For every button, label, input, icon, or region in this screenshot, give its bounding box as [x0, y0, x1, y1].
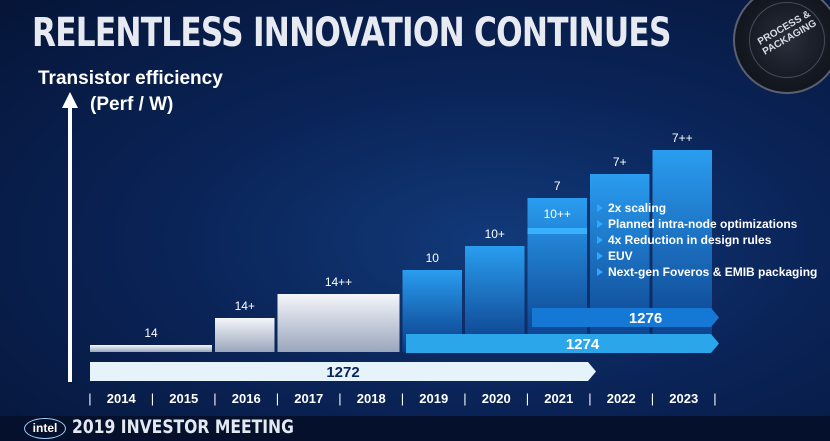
year-label: 2018	[357, 391, 386, 406]
node-label: 10	[426, 251, 440, 265]
year-separator: |	[88, 391, 91, 406]
feature-item: Planned intra-node optimizations	[596, 216, 817, 232]
node-bar-14+	[215, 318, 275, 352]
year-label: 2015	[169, 391, 198, 406]
node-label: 7++	[672, 131, 693, 145]
intel-logo: intel	[24, 418, 66, 439]
year-separator: |	[713, 391, 716, 406]
roadmap-arrow-1274	[406, 334, 719, 353]
year-separator: |	[338, 391, 341, 406]
y-axis-title: Transistor efficiency (Perf / W)	[38, 66, 223, 118]
year-separator: |	[463, 391, 466, 406]
year-separator: |	[276, 391, 279, 406]
node-label: 7+	[613, 155, 627, 169]
node-label: 14	[144, 326, 158, 340]
node-bar-14	[90, 345, 212, 352]
node-label: 10+	[485, 227, 505, 241]
event-title: 2019 INVESTOR MEETING	[72, 416, 294, 438]
page-title: RELENTLESS INNOVATION CONTINUES	[32, 10, 671, 56]
year-label: 2017	[294, 391, 323, 406]
footer-bar	[0, 416, 830, 441]
y-axis-title-line2: (Perf / W)	[90, 94, 174, 115]
node-label: 7	[554, 179, 561, 193]
node-label: 14+	[235, 299, 255, 313]
roadmap-arrow-1272	[90, 362, 596, 381]
roadmap-arrow-1276	[532, 308, 719, 327]
process-packaging-badge: PROCESS & PACKAGING	[733, 0, 830, 94]
roadmap-label: 1272	[326, 364, 359, 381]
year-label: 2014	[107, 391, 137, 406]
badge-ring	[749, 2, 825, 78]
year-separator: |	[651, 391, 654, 406]
roadmap-label: 1274	[566, 336, 600, 353]
year-label: 2019	[419, 391, 448, 406]
year-separator: |	[213, 391, 216, 406]
year-separator: |	[526, 391, 529, 406]
year-separator: |	[588, 391, 591, 406]
year-label: 2020	[482, 391, 511, 406]
node-bar-7	[527, 198, 587, 352]
node-bar-10pp-band	[527, 228, 587, 234]
node-7-feature-list: 2x scaling Planned intra-node optimizati…	[596, 200, 817, 280]
feature-item: 4x Reduction in design rules	[596, 232, 817, 248]
feature-item: EUV	[596, 248, 817, 264]
year-label: 2023	[669, 391, 698, 406]
node-label: 10++	[544, 207, 571, 221]
year-separator: |	[151, 391, 154, 406]
y-axis-arrowhead	[62, 92, 78, 108]
node-label: 14++	[325, 275, 352, 289]
y-axis-title-line1: Transistor efficiency	[38, 68, 223, 89]
year-label: 2022	[607, 391, 636, 406]
year-label: 2016	[232, 391, 261, 406]
roadmap-label: 1276	[629, 310, 662, 327]
y-axis-line	[68, 106, 72, 382]
feature-item: Next-gen Foveros & EMIB packaging	[596, 264, 817, 280]
year-label: 2021	[544, 391, 573, 406]
node-bar-14++	[277, 294, 400, 352]
feature-item: 2x scaling	[596, 200, 817, 216]
year-separator: |	[401, 391, 404, 406]
